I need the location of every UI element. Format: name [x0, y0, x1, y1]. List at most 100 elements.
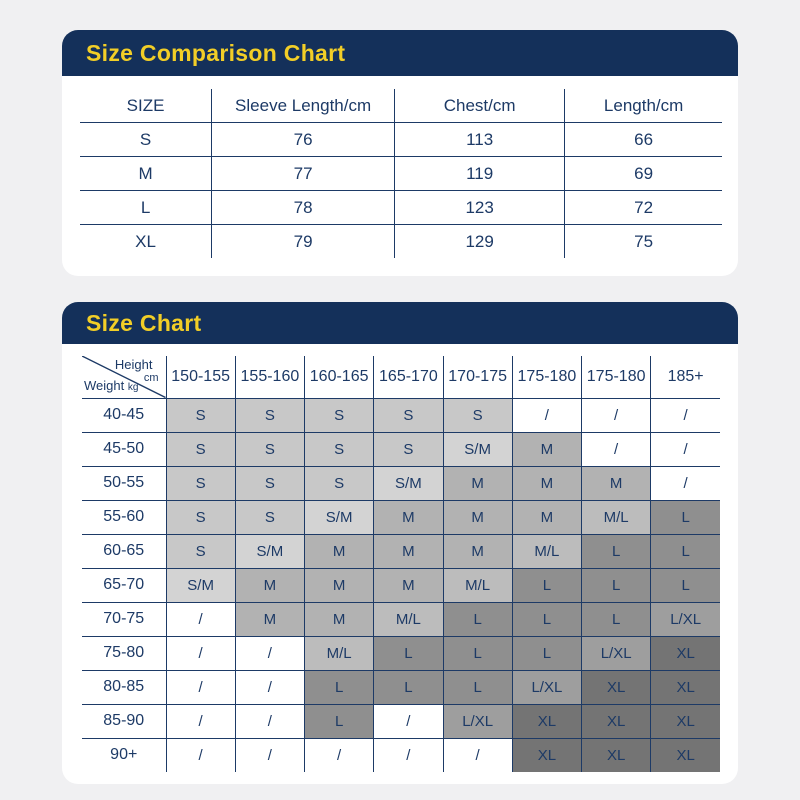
comparison-value-cell: 75: [564, 224, 722, 258]
size-chart-card: Size Chart Height cm Weight kg: [62, 302, 738, 784]
size-chart-body: Height cm Weight kg 150-155 155-160 160-16…: [62, 344, 738, 784]
matrix-row: 75-80// M/L L L L L/XL XL: [82, 635, 720, 670]
size-cell: M/L: [442, 567, 513, 602]
comparison-row: L 78 123 72: [80, 190, 722, 225]
size-chart-header: Size Chart: [62, 302, 738, 344]
size-cell: /: [234, 669, 305, 704]
size-cell: S: [373, 431, 443, 466]
size-cell: M: [303, 601, 374, 636]
size-cell: S: [373, 398, 443, 432]
comparison-column-header: Sleeve Length/cm: [211, 89, 395, 123]
comparison-value-cell: 79: [211, 224, 395, 258]
comparison-size-label: S: [139, 129, 152, 149]
size-cell: S: [165, 431, 236, 466]
weight-range-label: 45-50: [82, 431, 166, 466]
height-range-header: 175-180: [511, 356, 582, 399]
weight-range-label: 75-80: [82, 635, 166, 670]
size-cell: M/L: [580, 499, 651, 534]
size-comparison-card: Size Comparison Chart SIZE Sleeve Length/…: [62, 30, 738, 276]
size-cell: S: [165, 465, 236, 500]
comparison-column-header: Length/cm: [564, 89, 722, 123]
comparison-row: S 76 113 66: [80, 122, 722, 157]
size-cell: /: [650, 398, 720, 432]
size-cell: S/M: [165, 567, 236, 602]
weight-axis-unit: kg: [127, 381, 139, 393]
size-cell: L/XL: [650, 601, 720, 636]
size-cell: /: [511, 398, 582, 432]
comparison-row: M 77 119 69: [80, 156, 722, 191]
size-cell: L: [442, 601, 513, 636]
height-range-header: 165-170: [373, 356, 443, 399]
size-cell: M: [234, 601, 305, 636]
size-cell: M: [511, 431, 582, 466]
weight-axis-word: Weight: [84, 377, 125, 393]
comparison-column-header: Chest/cm: [394, 89, 565, 123]
size-cell: XL: [650, 635, 720, 670]
diagonal-divider-line: [82, 356, 166, 398]
weight-range-label: 90+: [82, 737, 166, 772]
size-cell: /: [165, 635, 236, 670]
matrix-row: 80-85// L L L L/XL XL XL: [82, 669, 720, 704]
weight-range-label: 85-90: [82, 703, 166, 738]
size-cell: M: [373, 567, 443, 602]
weight-range-label: 70-75: [82, 601, 166, 636]
comparison-size-label: XL: [80, 224, 212, 258]
size-cell: S/M: [303, 499, 374, 534]
size-comparison-title: Size Comparison Chart: [86, 39, 346, 66]
weight-axis-label: Weight kg: [84, 377, 139, 395]
size-cell: S/M: [234, 533, 305, 568]
size-cell: XL: [511, 703, 582, 738]
comparison-size-label: L: [80, 190, 212, 225]
comparison-value-cell: 76: [211, 122, 395, 157]
size-cell: S: [234, 499, 305, 534]
size-cell: L: [303, 669, 374, 704]
comparison-value-cell: 129: [394, 224, 565, 258]
height-range-header: 160-165: [303, 356, 374, 399]
size-cell: L: [373, 635, 443, 670]
size-cell: S: [165, 398, 236, 432]
comparison-column-header: SIZE: [80, 89, 212, 123]
matrix-row: 70-75/M M M/L L L L L/XL: [82, 601, 720, 636]
size-cell: M/L: [511, 533, 582, 568]
matrix-row: 50-55 S S S S/M M M M /: [82, 465, 720, 500]
size-cell: L: [303, 703, 374, 738]
size-cell: M: [303, 533, 374, 568]
weight-range-label: 60-65: [82, 533, 166, 568]
comparison-value-cell: 69: [564, 156, 722, 191]
size-cell: XL: [650, 669, 720, 704]
size-cell: S/M: [442, 431, 513, 466]
size-cell: XL: [580, 669, 651, 704]
comparison-table-head: SIZE Sleeve Length/cm Chest/cm Length/cm: [80, 89, 722, 123]
size-cell: L: [580, 601, 651, 636]
matrix-table-head: Height cm Weight kg 150-155 155-160 160-16…: [82, 356, 720, 399]
size-cell: XL: [580, 703, 651, 738]
weight-range-label: 55-60: [82, 499, 166, 534]
size-cell: M: [511, 465, 582, 500]
size-cell: L: [650, 499, 720, 534]
size-cell: S/M: [373, 465, 443, 500]
size-matrix-table: Height cm Weight kg 150-155 155-160 160-16…: [82, 356, 720, 772]
size-cell: XL: [650, 703, 720, 738]
matrix-row: 55-60 S S S/M M M M M/L L: [82, 499, 720, 534]
weight-range-label: 50-55: [82, 465, 166, 500]
size-cell: M: [442, 499, 513, 534]
matrix-row: 45-50 S S S S S/M M / /: [82, 431, 720, 466]
size-cell: XL: [650, 737, 720, 772]
size-cell: L: [580, 533, 651, 568]
size-cell: /: [580, 398, 651, 432]
comparison-value-cell: 66: [564, 122, 722, 157]
size-cell: M/L: [303, 635, 374, 670]
height-axis-unit: cm: [143, 372, 159, 384]
size-cell: L: [442, 635, 513, 670]
size-cell: /: [165, 737, 236, 772]
height-axis-label: Height: [114, 357, 153, 372]
size-cell: L: [650, 567, 720, 602]
height-range-header: 185+: [650, 356, 720, 399]
size-cell: L/XL: [511, 669, 582, 704]
comparison-value-cell: 113: [394, 122, 565, 157]
size-cell: S: [442, 398, 513, 432]
size-cell: /: [234, 737, 305, 772]
height-range-header: 150-155: [165, 356, 236, 399]
comparison-size-label: M: [80, 156, 212, 191]
height-range-header: 155-160: [234, 356, 305, 399]
